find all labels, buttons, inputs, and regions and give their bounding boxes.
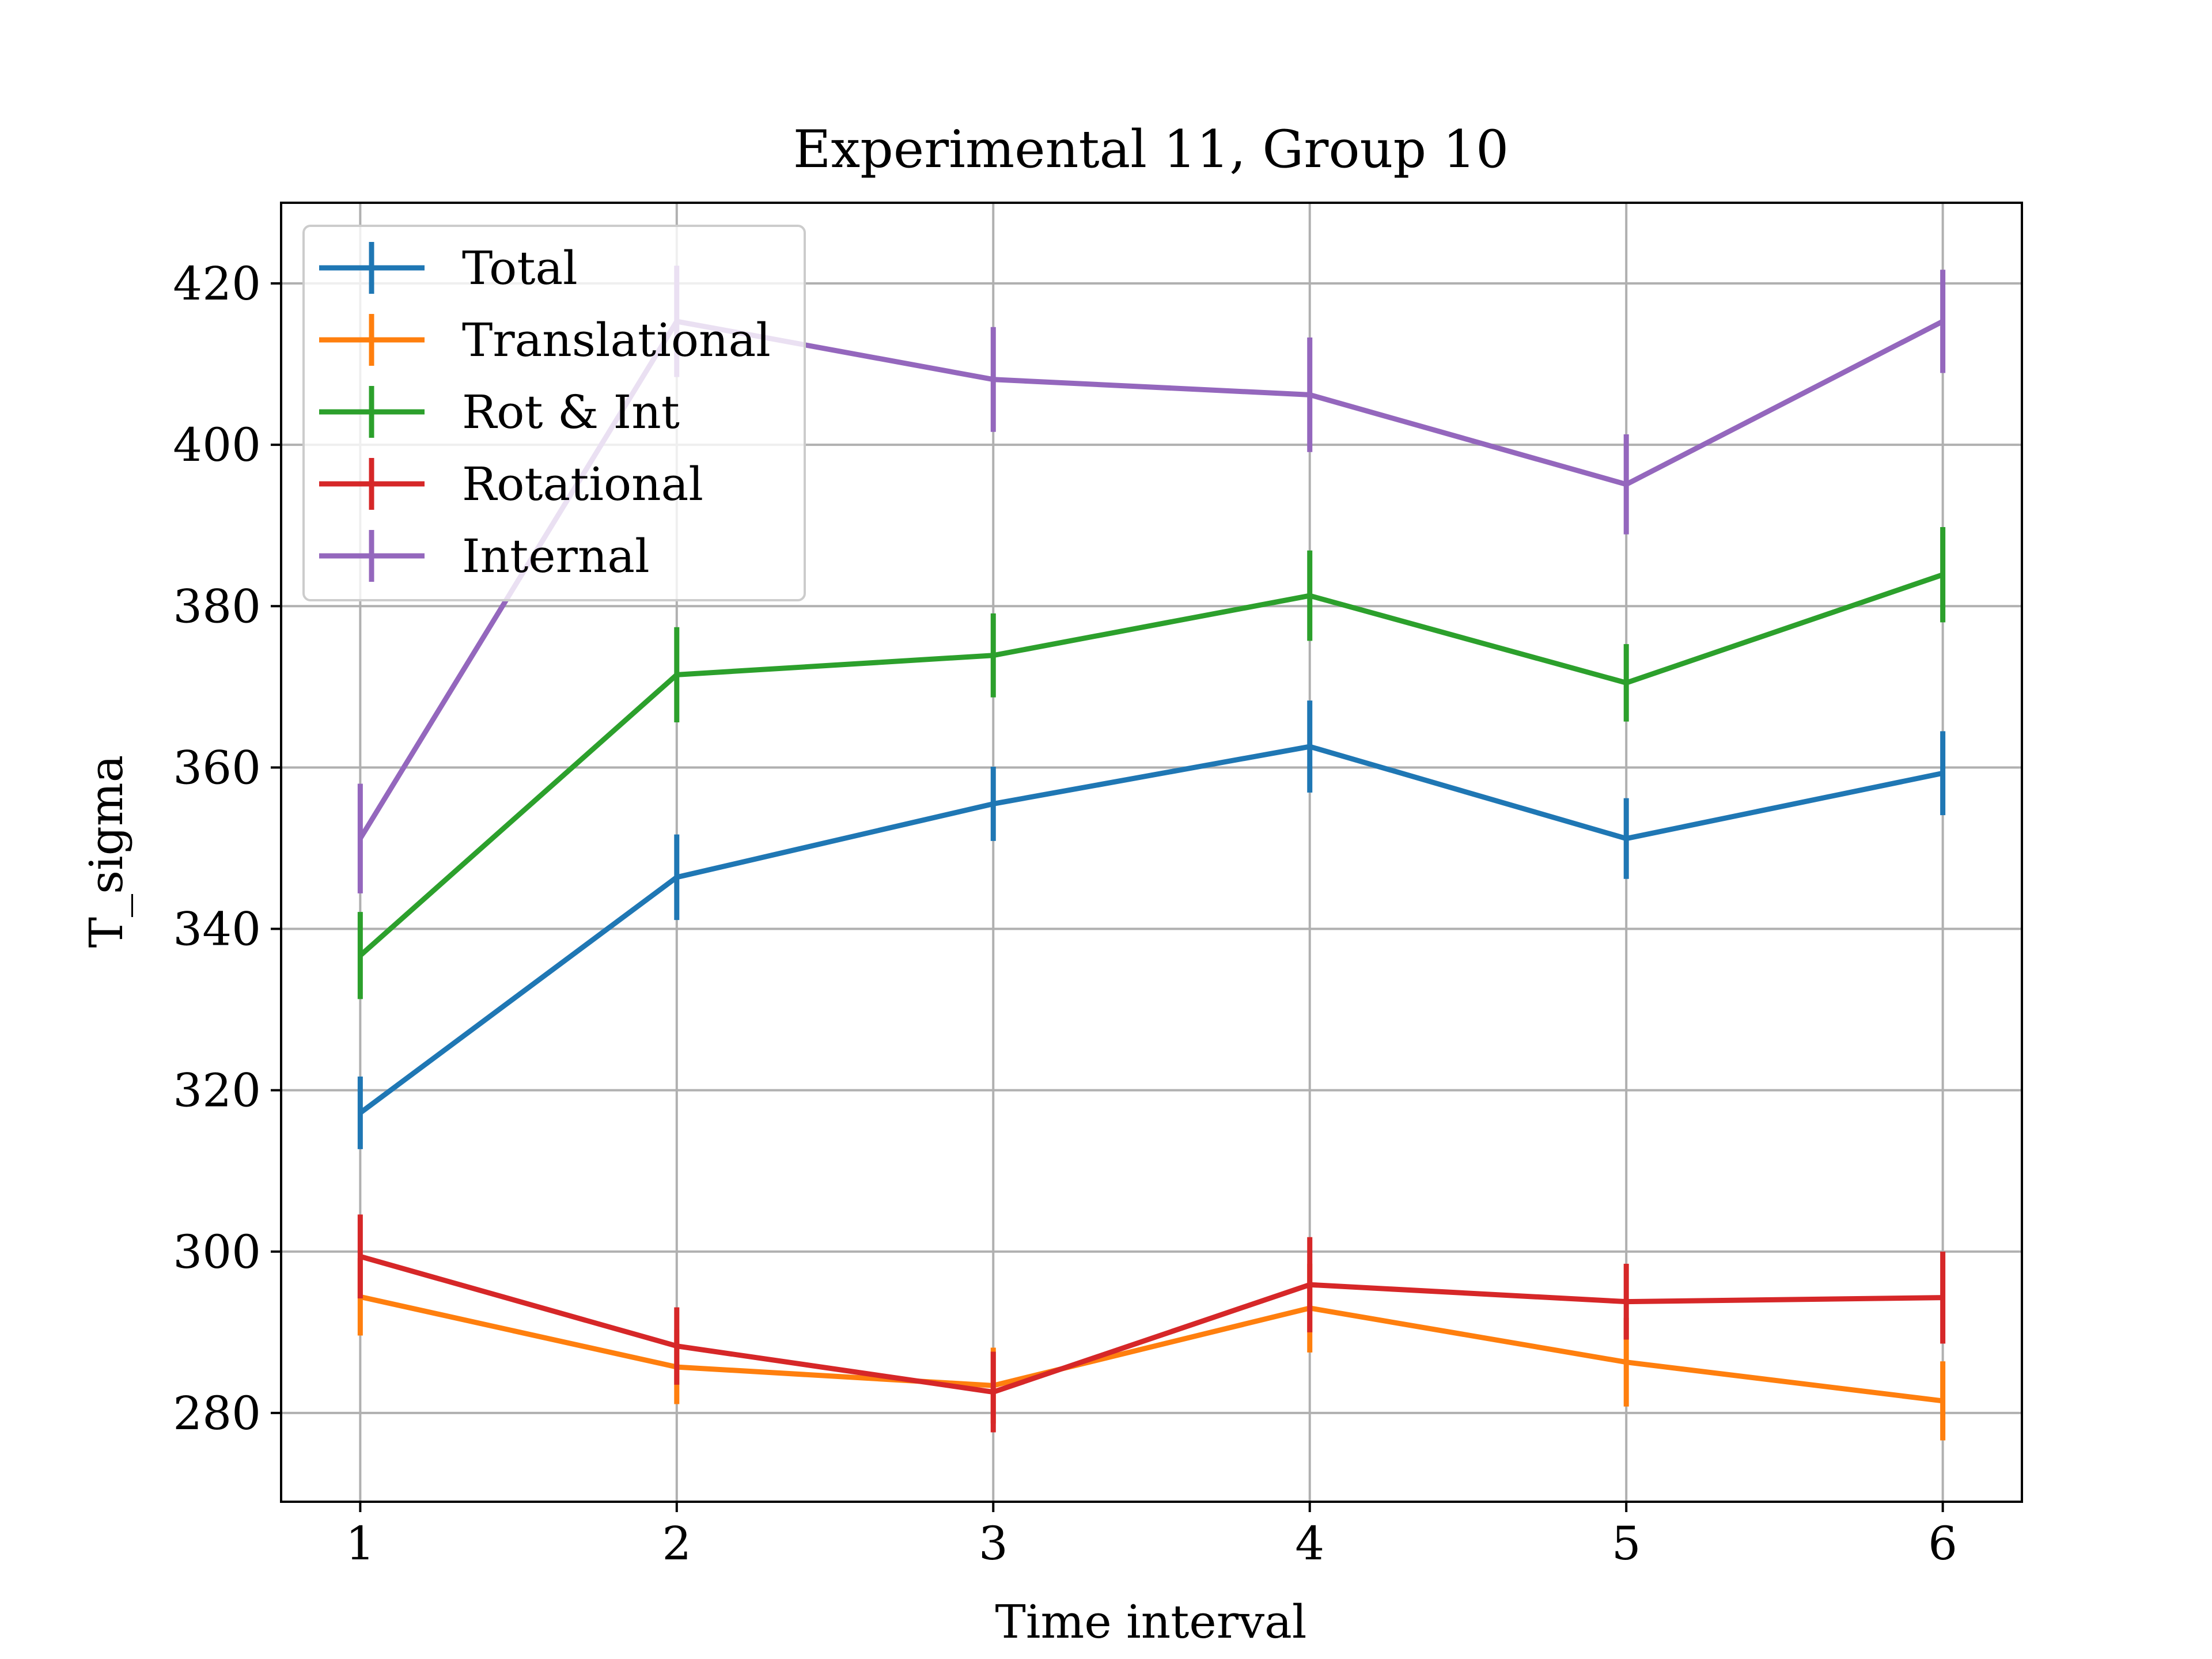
x-tick-label: 6 bbox=[1928, 1517, 1957, 1570]
y-tick-label: 420 bbox=[173, 257, 261, 310]
x-tick-label: 5 bbox=[1612, 1517, 1641, 1570]
legend-item: Rot & Int bbox=[319, 385, 680, 439]
legend-item: Translational bbox=[319, 313, 771, 367]
legend-label: Translational bbox=[462, 313, 771, 367]
y-tick-label: 340 bbox=[173, 903, 261, 956]
x-tick-label: 4 bbox=[1295, 1517, 1324, 1570]
series-line bbox=[358, 744, 1944, 1115]
legend-label: Rot & Int bbox=[462, 385, 680, 439]
legend-box bbox=[302, 225, 806, 601]
x-tick-label: 3 bbox=[979, 1517, 1008, 1570]
x-axis-label: Time interval bbox=[995, 1595, 1307, 1649]
legend-label: Internal bbox=[462, 529, 650, 583]
plot-area-frame bbox=[280, 202, 2023, 1503]
series-total bbox=[357, 700, 1946, 1149]
x-tick-label: 1 bbox=[346, 1517, 375, 1570]
chart-title: Experimental 11, Group 10 bbox=[793, 119, 1509, 180]
y-tick-label: 360 bbox=[173, 741, 261, 794]
x-tick-label: 2 bbox=[662, 1517, 691, 1570]
y-tick-label: 300 bbox=[173, 1225, 261, 1279]
series-rotational bbox=[357, 1214, 1946, 1433]
series-rot-int bbox=[357, 527, 1946, 999]
y-tick-label: 380 bbox=[173, 579, 261, 633]
legend: Total Translational Rot & Int Rotational Int… bbox=[302, 225, 806, 601]
series-line bbox=[358, 572, 1944, 958]
series-line bbox=[359, 1294, 1944, 1404]
legend-label: Rotational bbox=[462, 457, 703, 511]
y-axis-label: T_sigma bbox=[79, 755, 133, 948]
legend-label: Total bbox=[462, 241, 578, 295]
y-tick-label: 320 bbox=[173, 1064, 261, 1118]
y-tick-label: 280 bbox=[173, 1387, 261, 1440]
series-line bbox=[359, 1253, 1943, 1395]
axis-ticks: 1 2 3 4 5 6 280 300 320 340 360 380 400 420 bbox=[173, 257, 1957, 1570]
legend-item: Internal bbox=[319, 529, 650, 583]
legend-item: Total bbox=[319, 241, 578, 295]
legend-item: Rotational bbox=[319, 457, 703, 511]
y-tick-label: 400 bbox=[173, 418, 261, 472]
